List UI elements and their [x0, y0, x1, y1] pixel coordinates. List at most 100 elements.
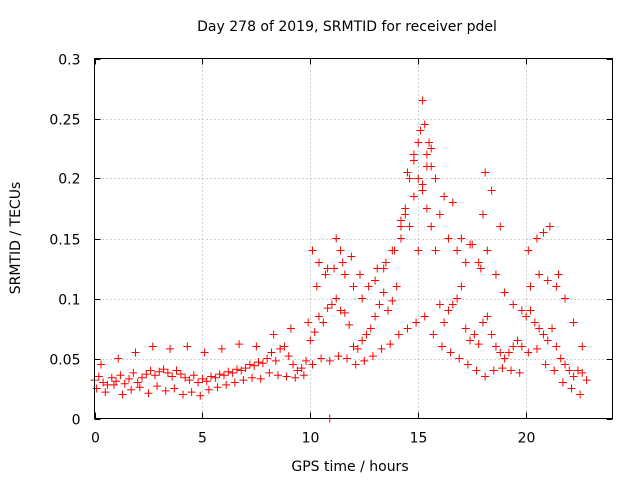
data-point [487, 186, 496, 195]
data-point [388, 246, 397, 255]
data-point [396, 216, 405, 225]
data-point [200, 348, 209, 357]
data-point [567, 384, 576, 393]
data-point [133, 378, 142, 387]
data-point [336, 306, 345, 315]
data-point [131, 348, 140, 357]
data-point [396, 234, 405, 243]
data-point [532, 234, 541, 243]
data-point [513, 336, 522, 345]
x-tick-label: 15 [410, 431, 428, 447]
data-point [429, 330, 438, 339]
data-point [273, 371, 282, 380]
data-point [558, 378, 567, 387]
data-point [509, 342, 518, 351]
data-point [109, 380, 118, 389]
data-point [403, 324, 412, 333]
data-point [552, 342, 561, 351]
data-point [561, 360, 570, 369]
plot-frame [94, 58, 613, 419]
data-point [304, 318, 313, 327]
data-point [332, 234, 341, 243]
data-point [500, 354, 509, 363]
y-tick-label: 0 [72, 413, 81, 429]
data-point [414, 246, 423, 255]
data-point [280, 342, 289, 351]
data-point [431, 174, 440, 183]
data-point [526, 306, 535, 315]
data-point [472, 366, 481, 375]
data-point [573, 366, 582, 375]
data-point [412, 318, 421, 327]
data-point [332, 294, 341, 303]
data-point [532, 344, 541, 353]
data-point [230, 378, 239, 387]
y-tick-label: 0.15 [49, 233, 80, 249]
data-point [99, 378, 108, 387]
data-point [517, 342, 526, 351]
data-point [435, 210, 444, 219]
data-point [414, 174, 423, 183]
y-tick-label: 0.2 [58, 172, 80, 188]
data-point [120, 379, 129, 388]
data-point [565, 366, 574, 375]
data-point [552, 282, 561, 291]
data-point [489, 366, 498, 375]
data-point [403, 168, 412, 177]
data-point [321, 270, 330, 279]
data-point [517, 306, 526, 315]
data-point [176, 370, 185, 379]
chart-title: Day 278 of 2019, SRMTID for receiver pde… [197, 19, 497, 35]
data-point [163, 368, 172, 377]
data-point [504, 348, 513, 357]
data-point [327, 300, 336, 309]
data-point [498, 364, 507, 373]
data-point [159, 365, 168, 374]
data-point [578, 368, 587, 377]
data-point [319, 318, 328, 327]
data-point [401, 204, 410, 213]
data-point [487, 330, 496, 339]
data-point [409, 156, 418, 165]
data-point [129, 368, 138, 377]
data-point [310, 328, 319, 337]
data-point [114, 354, 123, 363]
data-point [535, 270, 544, 279]
data-point [312, 282, 321, 291]
data-point [161, 386, 170, 395]
data-point [491, 342, 500, 351]
data-point [271, 356, 280, 365]
data-point [172, 366, 181, 375]
data-point [418, 180, 427, 189]
data-point [418, 96, 427, 105]
data-point [569, 372, 578, 381]
data-point [515, 368, 524, 377]
data-point [427, 144, 436, 153]
data-point [530, 318, 539, 327]
data-point [282, 372, 291, 381]
data-point [561, 294, 570, 303]
data-point [112, 377, 121, 386]
data-point [414, 138, 423, 147]
data-point [420, 312, 429, 321]
data-point [470, 330, 479, 339]
data-point [349, 342, 358, 351]
data-point [248, 373, 257, 382]
data-point [299, 371, 308, 380]
data-point [237, 366, 246, 375]
data-point [420, 120, 429, 129]
data-point [125, 374, 134, 383]
data-point [96, 360, 105, 369]
data-point [496, 222, 505, 231]
data-point [250, 361, 259, 370]
data-point [118, 390, 127, 399]
data-point [308, 360, 317, 369]
data-point [455, 354, 464, 363]
data-point [392, 282, 401, 291]
data-point [422, 150, 431, 159]
data-point [535, 324, 544, 333]
data-point [431, 246, 440, 255]
data-point [539, 228, 548, 237]
data-point [381, 258, 390, 267]
